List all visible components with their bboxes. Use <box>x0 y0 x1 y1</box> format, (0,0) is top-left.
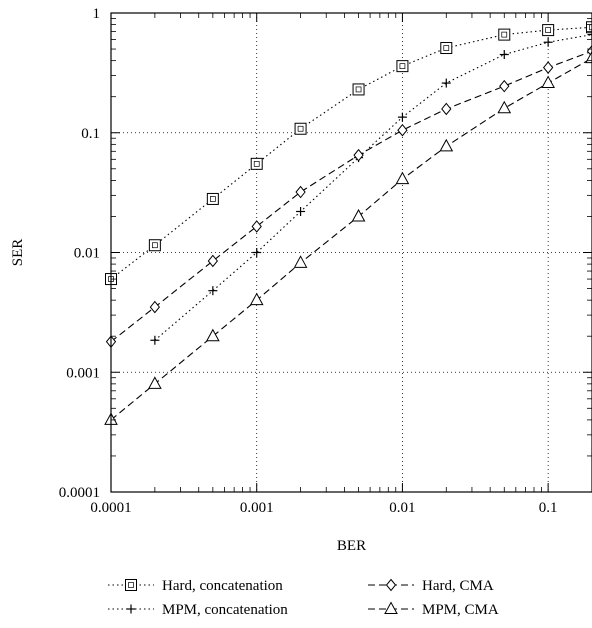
data-point <box>498 28 511 41</box>
data-point <box>397 112 407 122</box>
legend-entry-1: MPM, concatenation <box>108 602 288 618</box>
data-point <box>395 171 410 185</box>
x-tick-label: 0.1 <box>539 500 558 516</box>
legend: Hard, concatenation Hard, CMA MPM, concate… <box>108 578 499 618</box>
data-point <box>586 21 592 34</box>
data-point <box>252 248 262 257</box>
data-point <box>250 157 263 170</box>
legend-entry-0: Hard, concatenation <box>108 578 283 594</box>
data-point <box>351 208 366 222</box>
x-tick-label: 0.01 <box>389 500 415 516</box>
data-point <box>249 292 264 306</box>
x-tick-label: 0.001 <box>240 500 274 516</box>
data-point <box>585 50 592 64</box>
data-point <box>440 42 453 55</box>
data-point <box>497 100 512 114</box>
legend-marker <box>125 579 137 591</box>
data-point <box>352 83 365 96</box>
data-point <box>587 30 592 40</box>
series-1 <box>150 30 592 345</box>
x-axis-title: BER <box>337 538 366 554</box>
series-3 <box>104 50 592 425</box>
series-line <box>110 57 592 421</box>
y-tick-label: 0.1 <box>81 126 100 142</box>
data-point <box>543 37 553 47</box>
legend-marker <box>126 604 136 614</box>
data-point <box>150 335 160 345</box>
legend-marker <box>385 578 397 592</box>
data-point <box>542 24 555 37</box>
series-line <box>154 34 592 341</box>
data-point <box>206 328 220 342</box>
y-tick-label: 0.0001 <box>59 485 100 501</box>
tick-labels: 0.0001 0.001 0.01 0.1 0.0001 0.001 0.01 0.1 1 <box>59 6 558 516</box>
data-point <box>541 75 555 89</box>
legend-marker <box>384 601 398 614</box>
data-point <box>294 122 307 135</box>
series-layer <box>104 21 592 425</box>
data-point <box>293 255 308 268</box>
series-2 <box>105 44 592 348</box>
series-line <box>110 26 592 280</box>
legend-label: Hard, concatenation <box>162 578 283 594</box>
x-tick-label: 0.0001 <box>90 500 131 516</box>
y-axis-title: SER <box>10 239 26 267</box>
y-tick-label: 0.001 <box>66 365 100 381</box>
data-point <box>439 138 454 152</box>
data-point <box>441 78 451 88</box>
legend-label: MPM, CMA <box>422 602 499 618</box>
legend-entry-2: Hard, CMA <box>368 578 494 594</box>
data-point <box>251 220 262 233</box>
data-point <box>396 60 409 73</box>
axis-ticks <box>110 12 592 493</box>
data-point <box>441 102 452 116</box>
legend-label: MPM, concatenation <box>162 602 288 618</box>
y-tick-label: 0.01 <box>74 246 100 262</box>
data-point <box>149 300 161 314</box>
data-point <box>353 148 364 162</box>
series-0 <box>105 21 592 286</box>
series-line <box>110 50 592 343</box>
grid-lines <box>111 13 592 492</box>
data-point <box>296 206 306 216</box>
data-point <box>208 286 218 296</box>
data-point <box>207 254 218 268</box>
y-tick-label: 1 <box>93 6 101 22</box>
data-point <box>206 192 219 205</box>
legend-entry-3: MPM, CMA <box>368 601 499 618</box>
data-point <box>499 50 509 60</box>
data-point <box>295 185 306 199</box>
data-point <box>397 123 408 137</box>
legend-label: Hard, CMA <box>422 578 494 594</box>
data-point <box>499 79 510 93</box>
data-point <box>542 61 554 74</box>
data-point <box>148 376 162 389</box>
data-point <box>148 239 161 252</box>
